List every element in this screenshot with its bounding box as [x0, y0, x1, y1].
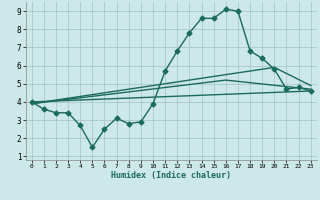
- X-axis label: Humidex (Indice chaleur): Humidex (Indice chaleur): [111, 171, 231, 180]
